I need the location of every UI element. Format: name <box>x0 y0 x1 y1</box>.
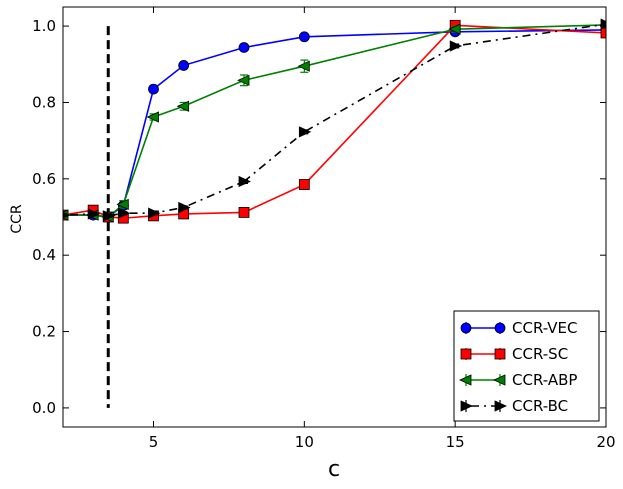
legend-marker <box>460 400 473 412</box>
series-ccr-bc <box>63 18 606 222</box>
data-point-ccr-vec <box>298 31 310 43</box>
series-line-ccr-sc <box>63 24 606 219</box>
axes-frame <box>62 6 607 428</box>
x-axis-label: c <box>328 457 340 482</box>
data-point-ccr-bc <box>87 208 101 220</box>
legend: CCR-VEC CCR-SC CCR-ABP CCR-BC <box>453 310 600 422</box>
x-tick-label: 10 <box>295 433 314 451</box>
data-point-ccr-bc <box>148 207 161 219</box>
data-point-ccr-bc <box>117 207 131 219</box>
legend-marker <box>460 322 472 334</box>
legend-label: CCR-VEC <box>512 319 578 337</box>
data-point-ccr-bc <box>102 210 116 222</box>
series-line-ccr-bc <box>63 23 606 217</box>
legend-item-ccr-abp: CCR-ABP <box>459 371 577 389</box>
legend-marker <box>494 348 506 360</box>
data-point-ccr-abp <box>116 198 129 211</box>
legend-marker <box>493 374 506 386</box>
data-point-ccr-abp <box>176 100 190 112</box>
data-point-ccr-abp <box>237 74 250 86</box>
x-tick-label: 5 <box>149 433 159 451</box>
legend-label: CCR-BC <box>512 397 568 415</box>
legend-marker <box>494 322 506 334</box>
data-point-ccr-abp <box>448 23 461 35</box>
data-point-ccr-bc <box>449 40 463 52</box>
y-tick-label: 0.0 <box>32 399 56 417</box>
legend-box <box>453 310 600 422</box>
legend-item-ccr-bc: CCR-BC <box>460 397 568 415</box>
legend-label: CCR-ABP <box>512 371 577 389</box>
y-tick-label: 0.6 <box>32 170 56 188</box>
data-point-ccr-sc <box>600 27 606 39</box>
legend-marker <box>459 374 472 386</box>
legend-label: CCR-SC <box>512 345 568 363</box>
legend-item-ccr-vec: CCR-VEC <box>460 319 578 337</box>
legend-marker <box>494 400 507 412</box>
legend-marker <box>460 348 472 360</box>
data-point-ccr-bc <box>600 18 606 30</box>
data-point-ccr-bc <box>238 175 251 188</box>
axis-ticks: 5 10 15 20 0.0 0.2 0.4 0.6 0.8 1.0 <box>32 7 616 451</box>
x-tick-label: 20 <box>596 433 615 451</box>
y-tick-label: 0.4 <box>32 246 56 264</box>
data-point-ccr-vec <box>238 42 250 53</box>
plot-area <box>63 18 606 408</box>
y-tick-label: 0.8 <box>32 93 56 111</box>
data-point-ccr-abp <box>297 60 310 72</box>
x-tick-label: 15 <box>446 433 465 451</box>
series-line-ccr-abp <box>63 24 606 218</box>
y-axis-label: CCR <box>9 204 25 234</box>
data-point-ccr-sc <box>238 207 250 218</box>
legend-item-ccr-sc: CCR-SC <box>460 345 568 363</box>
data-point-ccr-abp <box>146 111 159 123</box>
data-point-ccr-bc <box>178 201 191 214</box>
data-point-ccr-bc <box>298 126 312 138</box>
data-point-ccr-vec <box>148 83 159 95</box>
data-point-ccr-sc <box>298 179 310 190</box>
data-point-ccr-vec <box>178 60 190 71</box>
y-tick-label: 1.0 <box>32 17 56 35</box>
y-tick-label: 0.2 <box>32 323 56 341</box>
